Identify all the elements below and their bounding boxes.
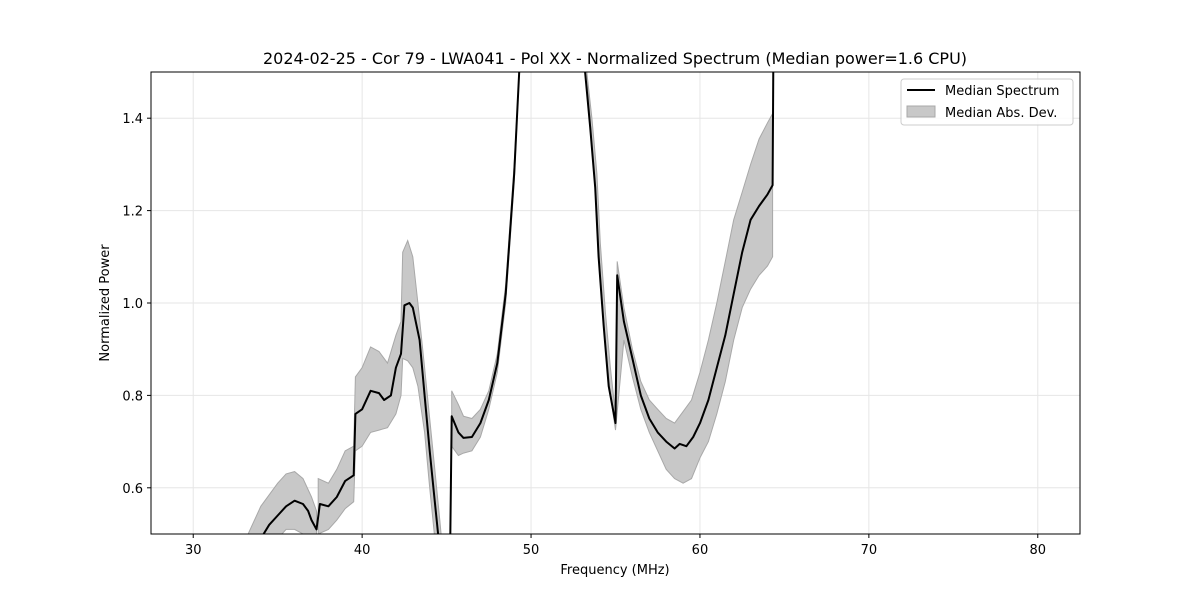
legend-band-swatch [906, 105, 936, 118]
legend: Median Spectrum Median Abs. Dev. [900, 78, 1074, 126]
legend-median-label: Median Spectrum [945, 84, 1059, 99]
x-tick-label: 30 [185, 543, 202, 558]
y-axis-label: Normalized Power [98, 244, 113, 362]
legend-box [900, 78, 1074, 126]
x-axis-ticks: 30 40 50 60 70 80 [185, 534, 1046, 558]
y-tick-label: 1.2 [122, 205, 143, 220]
x-tick-label: 50 [523, 543, 540, 558]
median-line-segment [449, 72, 521, 534]
y-tick-label: 1.0 [122, 297, 143, 312]
x-tick-label: 80 [1029, 543, 1046, 558]
chart-title: 2024-02-25 - Cor 79 - LWA041 - Pol XX - … [263, 49, 967, 68]
band-segment [451, 72, 520, 457]
band-segment [247, 471, 317, 534]
band-segment [317, 239, 442, 534]
x-axis-label: Frequency (MHz) [560, 563, 669, 578]
median-line-segment [262, 302, 440, 534]
grid-lines [151, 72, 1080, 534]
x-tick-label: 60 [692, 543, 709, 558]
median-line-segment [584, 72, 775, 450]
legend-band-label: Median Abs. Dev. [945, 106, 1057, 121]
y-tick-label: 0.6 [122, 482, 143, 497]
y-axis-ticks: 0.6 0.8 1.0 1.2 1.4 [122, 112, 151, 497]
y-tick-label: 1.4 [122, 112, 143, 127]
y-tick-label: 0.8 [122, 389, 143, 404]
median-spectrum-line [262, 72, 775, 534]
x-tick-label: 40 [354, 543, 371, 558]
x-tick-label: 70 [861, 543, 878, 558]
